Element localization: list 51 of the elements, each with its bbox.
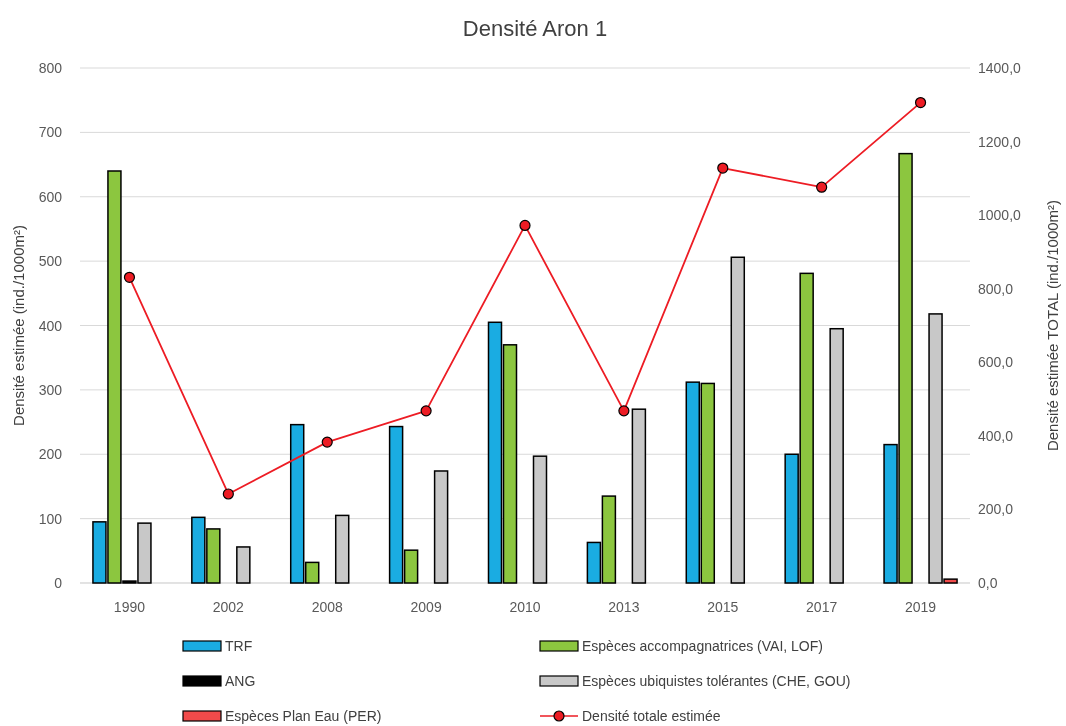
bar (236, 546, 251, 584)
y-tick-label: 500 (38, 253, 63, 270)
legend-label: Espèces accompagnatrices (VAI, LOF) (582, 638, 823, 654)
point (914, 96, 927, 109)
y2-tick-label: 1400,0 (978, 60, 1022, 76)
legend-label: Espèces ubiquistes tolérantes (CHE, GOU) (582, 673, 851, 689)
y-tick-label: 200 (38, 446, 63, 463)
point (420, 405, 432, 417)
y-tick-label: 700 (38, 124, 63, 141)
y2-tick-label: 400,0 (978, 427, 1014, 444)
y-tick-label: 300 (38, 381, 63, 398)
bar (532, 455, 548, 584)
y2-tick-label: 0,0 (978, 575, 998, 591)
x-tick-label: 2015 (707, 599, 739, 615)
point (519, 219, 531, 232)
x-tick-label: 2010 (509, 599, 541, 615)
legend-label: TRF (225, 638, 253, 654)
x-tick-label: 2019 (904, 599, 937, 615)
point (618, 405, 630, 417)
point (717, 162, 729, 174)
chart-title: Densité Aron 1 (462, 16, 608, 41)
y2-axis-title: Densité estimée TOTAL (ind./1000m²) (1044, 199, 1061, 452)
bar (829, 327, 844, 584)
y-tick-label: 0 (54, 575, 63, 591)
y-tick-label: 400 (38, 317, 63, 334)
point (321, 436, 333, 448)
bar (334, 514, 350, 584)
x-tick-label: 2008 (311, 599, 343, 615)
y-tick-label: 800 (38, 60, 63, 76)
bar (631, 408, 647, 584)
x-tick-label: 2013 (608, 599, 640, 615)
x-tick-label: 2009 (410, 599, 442, 615)
bar (433, 470, 449, 584)
y2-tick-label: 1200,0 (978, 133, 1022, 150)
y2-tick-label: 1000,0 (978, 207, 1022, 224)
y-tick-label: 100 (38, 510, 63, 527)
x-tick-label: 2017 (806, 599, 838, 615)
y2-tick-label: 800,0 (978, 280, 1014, 297)
y-tick-label: 600 (38, 188, 63, 205)
legend-label: Densité totale estimée (582, 708, 721, 724)
x-tick-label: 2002 (212, 599, 245, 615)
point (222, 488, 234, 500)
y-axis-title: Densité estimée (ind./1000m²) (10, 225, 27, 426)
legend-label: ANG (225, 673, 256, 689)
x-tick-label: 1990 (113, 599, 146, 615)
bar (730, 256, 746, 584)
y2-tick-label: 200,0 (978, 501, 1014, 518)
legend-label: Espèces Plan Eau (PER) (225, 708, 382, 724)
point (816, 181, 828, 193)
point (123, 271, 136, 283)
y2-tick-label: 600,0 (978, 354, 1014, 371)
